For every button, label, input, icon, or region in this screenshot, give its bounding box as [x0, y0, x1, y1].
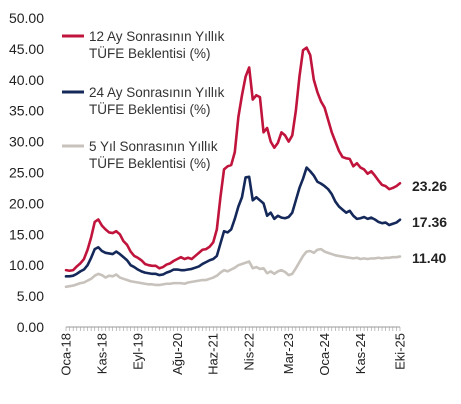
- legend-label: TÜFE Beklentisi (%): [89, 102, 211, 117]
- legend-label: 24 Ay Sonrasının Yıllık: [89, 85, 225, 100]
- x-tick-label: Oca-24: [317, 333, 332, 376]
- y-tick-label: 50.00: [9, 10, 44, 26]
- x-tick-label: Eki-25: [393, 333, 408, 370]
- legend-label: TÜFE Beklentisi (%): [89, 46, 211, 61]
- y-tick-label: 30.00: [9, 134, 44, 150]
- series-lines: [64, 46, 402, 289]
- legend-label: 5 Yıl Sonrasının Yıllık: [89, 139, 218, 154]
- y-tick-label: 15.00: [9, 226, 44, 242]
- legend-label: TÜFE Beklentisi (%): [89, 156, 211, 171]
- x-axis: Oca-18 Kas-18 Eyl-19 Ağu-20 Haz-21 Nis-22 Mar-…: [59, 326, 408, 376]
- x-tick-label: Eyl-19: [130, 333, 145, 370]
- series-line: [64, 166, 402, 278]
- x-tick-label: Kas-18: [94, 333, 109, 374]
- y-tick-label: 5.00: [17, 288, 44, 304]
- y-tick-label: 35.00: [9, 103, 44, 119]
- y-tick-label: 20.00: [9, 195, 44, 211]
- end-value-label: 11.40: [412, 250, 446, 266]
- legend-label: 12 Ay Sonrasının Yıllık: [89, 29, 225, 44]
- end-value-label: 23.26: [412, 178, 447, 194]
- y-axis: 0.00 5.00 10.00 15.00 20.00 25.00 30.00 35.00 40…: [9, 10, 44, 335]
- end-value-label: 17.36: [412, 214, 447, 230]
- x-tick-label: Nis-22: [242, 333, 257, 371]
- y-tick-label: 40.00: [9, 72, 44, 88]
- y-tick-label: 10.00: [9, 257, 44, 273]
- series-line: [64, 46, 402, 273]
- x-tick-label: Haz-21: [206, 333, 221, 375]
- y-tick-label: 25.00: [9, 165, 44, 181]
- y-tick-label: 45.00: [9, 41, 44, 57]
- x-tick-label: Kas-24: [353, 333, 368, 374]
- x-tick-label: Mar-23: [281, 333, 296, 374]
- x-tick-label: Ağu-20: [170, 333, 185, 375]
- end-labels: 23.26 17.36 11.40: [412, 178, 447, 266]
- y-tick-label: 0.00: [17, 319, 44, 335]
- series-line: [64, 247, 402, 289]
- legend: 12 Ay Sonrasının Yıllık TÜFE Beklentisi (…: [62, 29, 225, 171]
- x-tick-label: Oca-18: [59, 333, 74, 376]
